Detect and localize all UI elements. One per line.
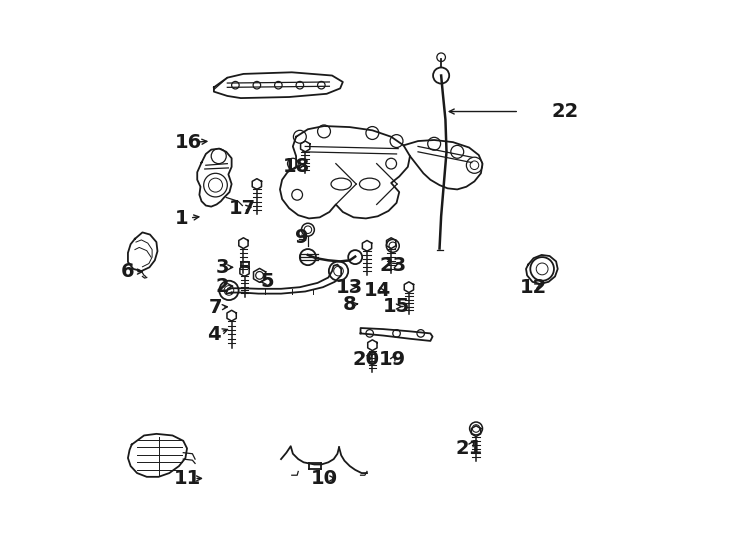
Text: 5: 5: [261, 272, 275, 291]
Text: 11: 11: [173, 469, 200, 488]
Text: 17: 17: [229, 199, 256, 218]
Text: 16: 16: [175, 133, 203, 152]
Text: 12: 12: [520, 278, 547, 296]
Text: 10: 10: [310, 469, 338, 488]
Text: 7: 7: [208, 298, 222, 317]
Text: 9: 9: [295, 228, 308, 247]
Text: 20: 20: [352, 350, 379, 369]
Text: 4: 4: [207, 325, 221, 344]
Text: 19: 19: [379, 350, 407, 369]
Text: 18: 18: [283, 157, 310, 176]
Text: 1: 1: [175, 210, 189, 228]
Text: 22: 22: [551, 102, 578, 121]
Text: 13: 13: [336, 278, 363, 296]
Text: 8: 8: [343, 295, 357, 314]
Text: 14: 14: [364, 281, 391, 300]
Text: 3: 3: [215, 258, 229, 277]
Text: 6: 6: [121, 262, 135, 281]
Text: 21: 21: [456, 439, 483, 458]
Text: 2: 2: [215, 276, 229, 295]
Text: 15: 15: [383, 297, 410, 316]
Text: 23: 23: [379, 256, 407, 275]
